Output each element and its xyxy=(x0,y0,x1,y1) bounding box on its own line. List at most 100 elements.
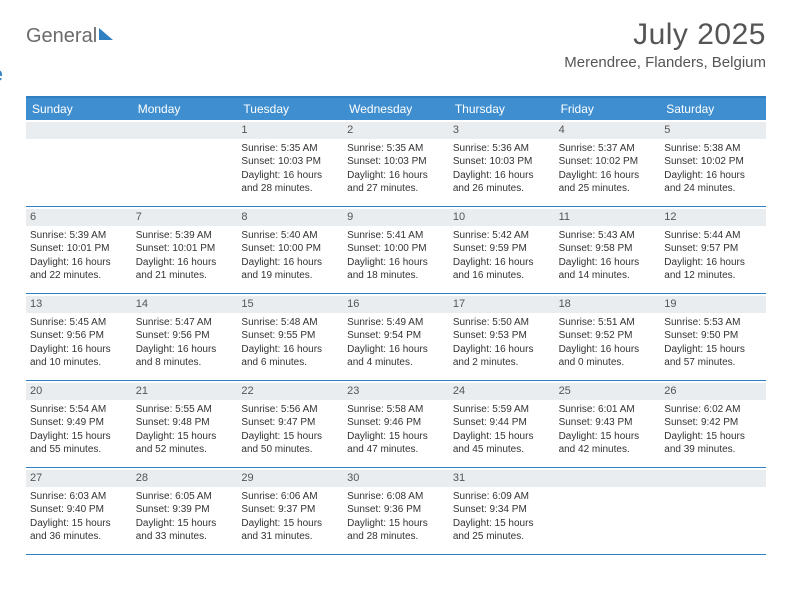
day-cell-16: 16Sunrise: 5:49 AMSunset: 9:54 PMDayligh… xyxy=(343,294,449,380)
day-info-line: Sunrise: 5:50 AM xyxy=(453,316,551,330)
day-info-line: Sunrise: 5:49 AM xyxy=(347,316,445,330)
day-info-line: Daylight: 15 hours xyxy=(453,430,551,444)
day-info-line: and 39 minutes. xyxy=(664,443,762,457)
day-info-line: Sunset: 10:02 PM xyxy=(664,155,762,169)
day-info-line: Daylight: 15 hours xyxy=(347,430,445,444)
logo-sail-icon xyxy=(99,28,113,40)
day-info-line: Sunset: 9:48 PM xyxy=(136,416,234,430)
day-info-line: and 50 minutes. xyxy=(241,443,339,457)
day-info-line: Sunrise: 6:05 AM xyxy=(136,490,234,504)
day-info-line: Sunrise: 5:58 AM xyxy=(347,403,445,417)
day-info-line: Sunrise: 5:54 AM xyxy=(30,403,128,417)
day-number: 20 xyxy=(26,383,132,400)
day-info-line: and 25 minutes. xyxy=(453,530,551,544)
day-number: 6 xyxy=(26,209,132,226)
day-info-line: Sunrise: 5:48 AM xyxy=(241,316,339,330)
day-info-line: Daylight: 16 hours xyxy=(241,343,339,357)
day-info-line: Sunrise: 5:43 AM xyxy=(559,229,657,243)
day-info-line: Daylight: 15 hours xyxy=(453,517,551,531)
day-cell-7: 7Sunrise: 5:39 AMSunset: 10:01 PMDayligh… xyxy=(132,207,238,293)
day-info-line: Sunset: 9:46 PM xyxy=(347,416,445,430)
day-cell-19: 19Sunrise: 5:53 AMSunset: 9:50 PMDayligh… xyxy=(660,294,766,380)
day-info-line: Sunset: 9:52 PM xyxy=(559,329,657,343)
day-cell-9: 9Sunrise: 5:41 AMSunset: 10:00 PMDayligh… xyxy=(343,207,449,293)
day-info-line: Sunrise: 5:38 AM xyxy=(664,142,762,156)
day-info-line: Sunset: 10:01 PM xyxy=(136,242,234,256)
day-number: 22 xyxy=(237,383,343,400)
day-number: 28 xyxy=(132,470,238,487)
day-info-line: Sunset: 10:03 PM xyxy=(453,155,551,169)
day-cell-11: 11Sunrise: 5:43 AMSunset: 9:58 PMDayligh… xyxy=(555,207,661,293)
day-info-line: Sunrise: 6:06 AM xyxy=(241,490,339,504)
day-info-line: Sunset: 10:03 PM xyxy=(347,155,445,169)
day-info-line: Sunrise: 6:09 AM xyxy=(453,490,551,504)
day-info-line: Daylight: 16 hours xyxy=(347,256,445,270)
day-cell-30: 30Sunrise: 6:08 AMSunset: 9:36 PMDayligh… xyxy=(343,468,449,554)
day-cell-8: 8Sunrise: 5:40 AMSunset: 10:00 PMDayligh… xyxy=(237,207,343,293)
day-number: 3 xyxy=(449,122,555,139)
dow-monday: Monday xyxy=(132,98,238,120)
day-info-line: Sunrise: 5:42 AM xyxy=(453,229,551,243)
day-cell-17: 17Sunrise: 5:50 AMSunset: 9:53 PMDayligh… xyxy=(449,294,555,380)
day-cell-24: 24Sunrise: 5:59 AMSunset: 9:44 PMDayligh… xyxy=(449,381,555,467)
day-info-line: Daylight: 15 hours xyxy=(664,430,762,444)
day-info-line: Daylight: 15 hours xyxy=(664,343,762,357)
day-info-line: Sunrise: 5:44 AM xyxy=(664,229,762,243)
day-number: 16 xyxy=(343,296,449,313)
day-number: 10 xyxy=(449,209,555,226)
day-info-line: Sunrise: 5:41 AM xyxy=(347,229,445,243)
day-info-line: Sunset: 9:50 PM xyxy=(664,329,762,343)
day-number: 11 xyxy=(555,209,661,226)
day-info-line: Sunset: 9:39 PM xyxy=(136,503,234,517)
day-cell-31: 31Sunrise: 6:09 AMSunset: 9:34 PMDayligh… xyxy=(449,468,555,554)
dow-wednesday: Wednesday xyxy=(343,98,449,120)
day-info-line: and 33 minutes. xyxy=(136,530,234,544)
day-info-line: Daylight: 16 hours xyxy=(347,169,445,183)
header: General Blue July 2025 Merendree, Flande… xyxy=(26,18,766,86)
day-info-line: Daylight: 16 hours xyxy=(453,169,551,183)
day-info-line: Daylight: 16 hours xyxy=(453,343,551,357)
day-info-line: and 10 minutes. xyxy=(30,356,128,370)
day-cell-blank xyxy=(132,120,238,206)
day-cell-29: 29Sunrise: 6:06 AMSunset: 9:37 PMDayligh… xyxy=(237,468,343,554)
logo-word-blue: Blue xyxy=(0,65,113,86)
day-info-line: and 55 minutes. xyxy=(30,443,128,457)
day-cell-blank xyxy=(555,468,661,554)
day-info-line: and 31 minutes. xyxy=(241,530,339,544)
day-number: 18 xyxy=(555,296,661,313)
week-row: 13Sunrise: 5:45 AMSunset: 9:56 PMDayligh… xyxy=(26,294,766,381)
day-info-line: Sunrise: 5:47 AM xyxy=(136,316,234,330)
day-number: 29 xyxy=(237,470,343,487)
day-info-line: Sunrise: 5:35 AM xyxy=(241,142,339,156)
day-info-line: and 12 minutes. xyxy=(664,269,762,283)
day-info-line: Daylight: 16 hours xyxy=(559,256,657,270)
day-info-line: Sunrise: 6:03 AM xyxy=(30,490,128,504)
day-info-line: Sunrise: 5:35 AM xyxy=(347,142,445,156)
day-info-line: and 57 minutes. xyxy=(664,356,762,370)
day-info-line: and 28 minutes. xyxy=(347,530,445,544)
day-info-line: Sunset: 10:00 PM xyxy=(241,242,339,256)
day-cell-27: 27Sunrise: 6:03 AMSunset: 9:40 PMDayligh… xyxy=(26,468,132,554)
day-info-line: and 18 minutes. xyxy=(347,269,445,283)
day-info-line: Sunset: 10:03 PM xyxy=(241,155,339,169)
day-info-line: Sunset: 9:56 PM xyxy=(30,329,128,343)
day-info-line: and 0 minutes. xyxy=(559,356,657,370)
day-info-line: Sunset: 10:02 PM xyxy=(559,155,657,169)
day-number: 12 xyxy=(660,209,766,226)
day-of-week-header: SundayMondayTuesdayWednesdayThursdayFrid… xyxy=(26,98,766,120)
day-info-line: Daylight: 15 hours xyxy=(30,430,128,444)
day-info-line: Sunrise: 5:53 AM xyxy=(664,316,762,330)
day-info-line: Sunset: 9:49 PM xyxy=(30,416,128,430)
day-cell-21: 21Sunrise: 5:55 AMSunset: 9:48 PMDayligh… xyxy=(132,381,238,467)
day-cell-13: 13Sunrise: 5:45 AMSunset: 9:56 PMDayligh… xyxy=(26,294,132,380)
day-info-line: Sunrise: 5:40 AM xyxy=(241,229,339,243)
day-info-line: Sunrise: 6:01 AM xyxy=(559,403,657,417)
dow-friday: Friday xyxy=(555,98,661,120)
day-info-line: and 27 minutes. xyxy=(347,182,445,196)
day-info-line: Daylight: 16 hours xyxy=(453,256,551,270)
day-number: 17 xyxy=(449,296,555,313)
day-info-line: Sunrise: 5:56 AM xyxy=(241,403,339,417)
dow-thursday: Thursday xyxy=(449,98,555,120)
day-cell-10: 10Sunrise: 5:42 AMSunset: 9:59 PMDayligh… xyxy=(449,207,555,293)
day-info-line: Daylight: 15 hours xyxy=(136,430,234,444)
